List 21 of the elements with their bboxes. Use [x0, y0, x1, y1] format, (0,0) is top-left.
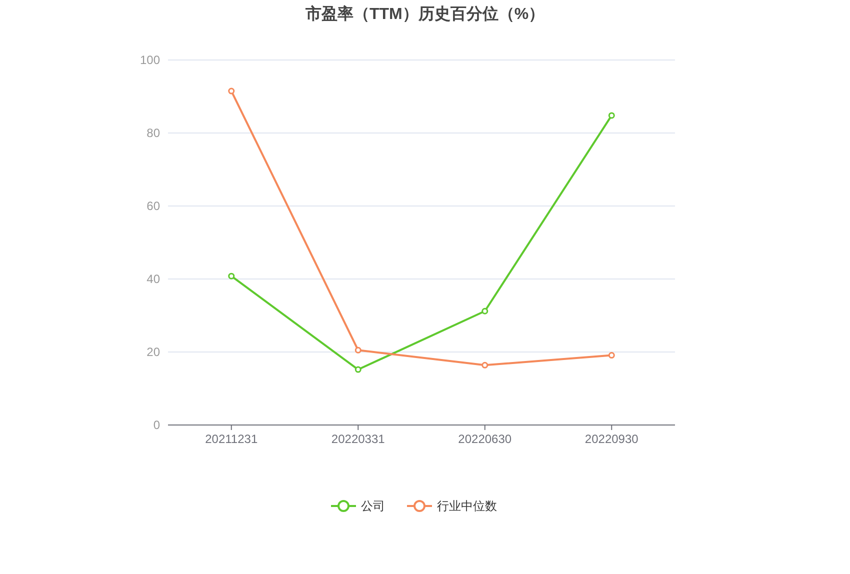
y-tick-label: 60 — [146, 199, 160, 214]
x-tick-label: 20220930 — [584, 432, 639, 446]
point — [608, 352, 615, 359]
point — [228, 88, 235, 94]
y-tick-label: 0 — [153, 418, 160, 432]
x-tick-label: 20220630 — [458, 432, 512, 446]
y-tick-label: 100 — [140, 53, 160, 68]
point — [228, 272, 235, 280]
point — [354, 346, 362, 354]
chart-title: 市盈率（TTM）历史百分位（%） — [304, 4, 545, 23]
legend-label: 公司 — [361, 499, 385, 514]
x-tick-label: 20220331 — [331, 432, 386, 446]
x-tick-label: 20211231 — [205, 432, 258, 446]
point — [482, 308, 488, 314]
y-tick-label: 40 — [146, 272, 160, 286]
point — [354, 366, 362, 373]
y-tick-label: 20 — [146, 345, 160, 360]
point — [482, 362, 488, 368]
y-tick-label: 80 — [146, 126, 160, 140]
legend-label: 行业中位数 — [437, 499, 497, 514]
point — [608, 112, 615, 119]
